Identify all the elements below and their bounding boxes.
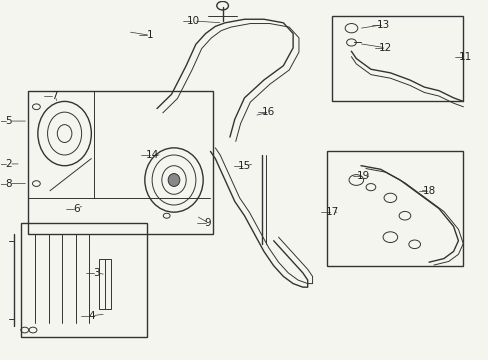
- Text: 1: 1: [146, 30, 153, 40]
- Bar: [28, 91, 212, 234]
- Text: 5: 5: [5, 116, 12, 126]
- Text: 8: 8: [5, 179, 12, 189]
- Text: 12: 12: [378, 43, 391, 53]
- Bar: [331, 16, 462, 102]
- Text: 2: 2: [5, 159, 12, 169]
- Text: 13: 13: [376, 19, 389, 30]
- Text: 11: 11: [458, 52, 471, 62]
- Text: 19: 19: [356, 171, 369, 181]
- Text: 3: 3: [93, 268, 100, 278]
- Ellipse shape: [168, 174, 180, 186]
- Text: 9: 9: [204, 218, 211, 228]
- Text: 18: 18: [422, 186, 435, 196]
- Text: 10: 10: [186, 16, 200, 26]
- Bar: [99, 258, 111, 309]
- Text: 17: 17: [325, 207, 338, 217]
- Text: 14: 14: [145, 150, 159, 160]
- Bar: [326, 152, 462, 266]
- Text: 16: 16: [262, 107, 275, 117]
- Text: 7: 7: [51, 91, 58, 101]
- Text: 4: 4: [88, 311, 95, 321]
- Bar: [21, 223, 147, 337]
- Text: 15: 15: [237, 161, 251, 171]
- Text: 6: 6: [73, 203, 80, 213]
